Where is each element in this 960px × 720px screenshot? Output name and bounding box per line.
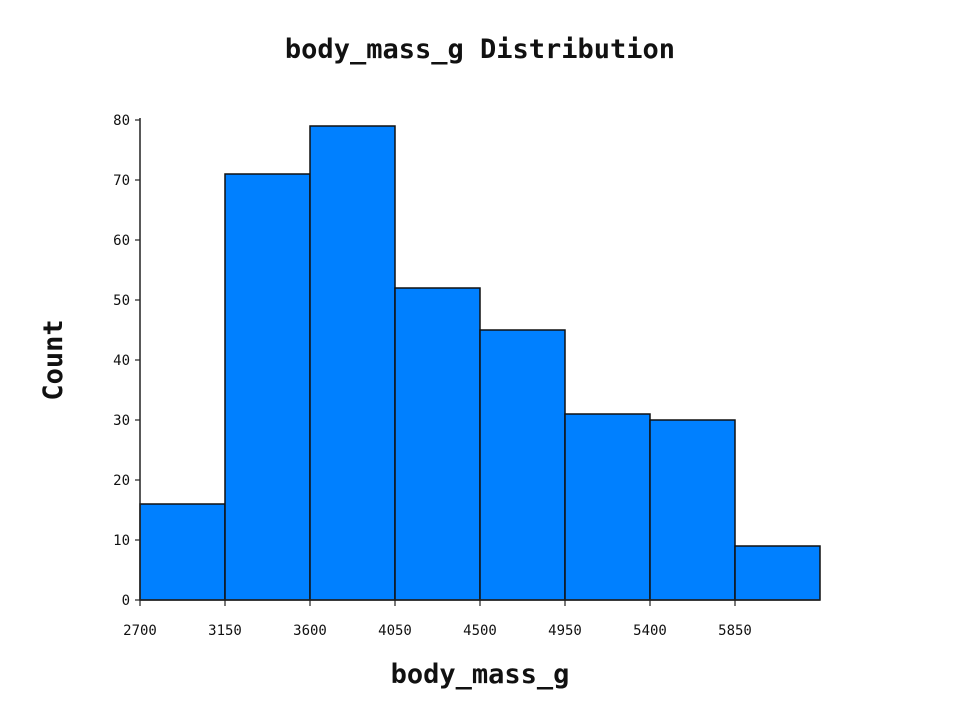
y-axis-ticks: 0 10 20 30 40 50 60 70 80 [113, 113, 140, 609]
x-tick-label: 4950 [548, 623, 582, 639]
histogram-bar [479, 329, 566, 601]
x-tick-label: 3150 [208, 623, 242, 639]
x-tick-label: 4500 [463, 623, 497, 639]
y-tick-label: 80 [113, 113, 130, 129]
histogram-bar [224, 173, 311, 601]
y-tick-label: 10 [113, 533, 130, 549]
x-tick-label: 3600 [293, 623, 327, 639]
histogram-bar [564, 413, 651, 601]
x-axis-label: body_mass_g [391, 659, 570, 690]
y-axis-label: Count [38, 319, 69, 400]
y-tick-label: 50 [113, 293, 130, 309]
y-tick-label: 40 [113, 353, 130, 369]
histogram-bar [139, 503, 226, 601]
x-tick-label: 5400 [633, 623, 667, 639]
y-tick-label: 70 [113, 173, 130, 189]
x-axis-ticks: 2700 3150 3600 4050 4500 4950 5400 5850 [123, 600, 752, 639]
bars-group [139, 125, 821, 601]
y-tick-label: 30 [113, 413, 130, 429]
chart-title: body_mass_g Distribution [285, 34, 675, 65]
histogram-bar [734, 545, 821, 601]
histogram-bar [394, 287, 481, 601]
x-tick-label: 2700 [123, 623, 157, 639]
x-tick-label: 5850 [718, 623, 752, 639]
y-tick-label: 20 [113, 473, 130, 489]
y-tick-label: 60 [113, 233, 130, 249]
histogram-bar [649, 419, 736, 601]
y-tick-label: 0 [122, 593, 130, 609]
histogram-bar [309, 125, 396, 601]
x-tick-label: 4050 [378, 623, 412, 639]
